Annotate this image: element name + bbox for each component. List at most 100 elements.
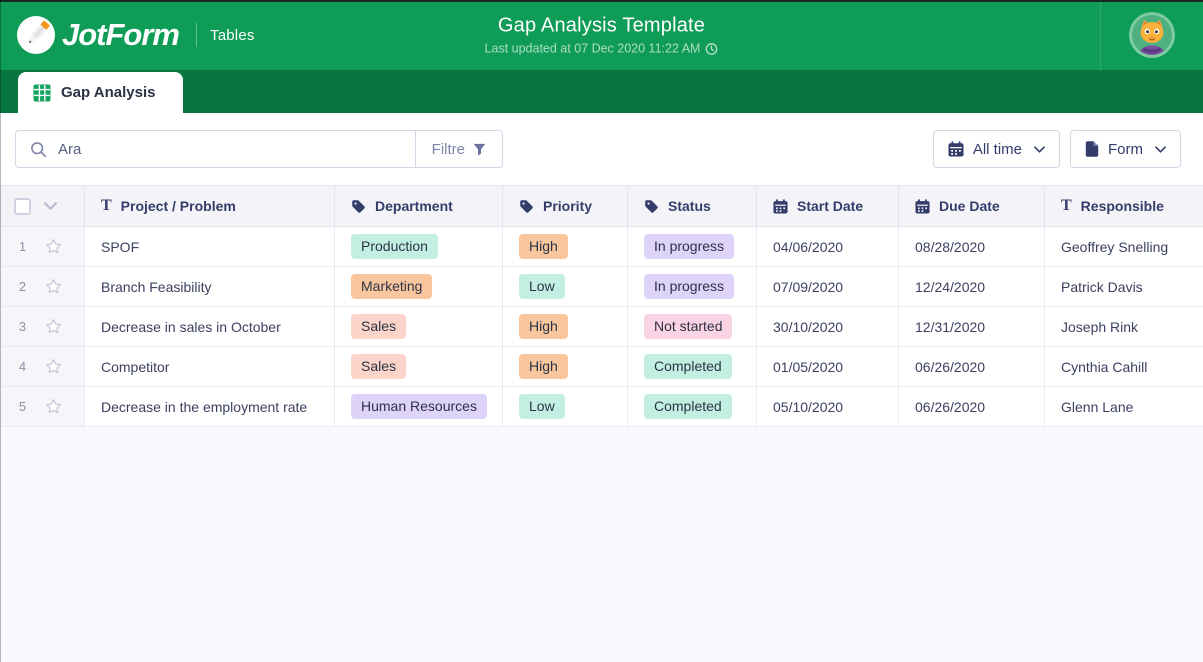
star-icon[interactable]: [44, 317, 63, 336]
text-type-icon: T: [1061, 197, 1072, 214]
column-header-status[interactable]: Status: [628, 186, 757, 226]
responsible-cell-text: Patrick Davis: [1061, 278, 1143, 295]
gap-analysis-table: T Project / Problem Department Priority: [0, 185, 1203, 427]
responsible-cell[interactable]: Cynthia Cahill: [1045, 347, 1203, 386]
row-select-cell: 3: [0, 307, 85, 346]
last-updated: Last updated at 07 Dec 2020 11:22 AM: [352, 42, 852, 56]
department-cell-pill: Production: [351, 234, 438, 259]
status-cell[interactable]: In progress: [628, 267, 757, 306]
due-date-cell[interactable]: 06/26/2020: [899, 347, 1045, 386]
table-row: 2 Branch Feasibility Marketing Low In progre…: [0, 267, 1203, 307]
calendar-icon: [773, 198, 788, 214]
project-cell[interactable]: Decrease in the employment rate: [85, 387, 335, 426]
department-cell[interactable]: Sales: [335, 347, 503, 386]
responsible-cell[interactable]: Glenn Lane: [1045, 387, 1203, 426]
start-date-cell-text: 07/09/2020: [773, 278, 844, 295]
priority-cell[interactable]: Low: [503, 387, 628, 426]
product-name: Tables: [210, 26, 255, 44]
row-select-cell: 2: [0, 267, 85, 306]
responsible-cell-text: Geoffrey Snelling: [1061, 238, 1169, 255]
project-cell-text: Competitor: [101, 358, 170, 375]
tab-strip: Gap Analysis: [0, 70, 1203, 113]
project-cell[interactable]: SPOF: [85, 227, 335, 266]
filter-label: Filtre: [431, 140, 465, 158]
filter-button[interactable]: Filtre: [414, 131, 502, 167]
star-icon[interactable]: [44, 277, 63, 296]
calendar-icon: [948, 141, 964, 157]
filter-funnel-icon: [473, 143, 486, 156]
page-title: Gap Analysis Template: [497, 14, 706, 37]
user-avatar[interactable]: [1129, 12, 1175, 58]
last-updated-text: Last updated at 07 Dec 2020 11:22 AM: [484, 41, 701, 56]
column-header-project[interactable]: T Project / Problem: [85, 186, 335, 226]
project-cell-text: SPOF: [101, 238, 140, 255]
priority-cell-pill: High: [519, 314, 568, 339]
start-date-cell[interactable]: 05/10/2020: [757, 387, 899, 426]
toolbar: Filtre Al: [0, 113, 1203, 185]
project-cell[interactable]: Branch Feasibility: [85, 267, 335, 306]
priority-cell[interactable]: High: [503, 227, 628, 266]
status-cell-pill: In progress: [644, 234, 735, 259]
department-cell-pill: Human Resources: [351, 394, 487, 419]
priority-cell[interactable]: High: [503, 307, 628, 346]
due-date-cell[interactable]: 08/28/2020: [899, 227, 1045, 266]
start-date-cell[interactable]: 07/09/2020: [757, 267, 899, 306]
form-dropdown[interactable]: Form: [1070, 130, 1181, 168]
select-all-checkbox[interactable]: [14, 197, 31, 215]
start-date-cell-text: 05/10/2020: [773, 398, 844, 415]
star-icon[interactable]: [44, 397, 63, 416]
due-date-cell-text: 08/28/2020: [915, 238, 986, 255]
project-cell[interactable]: Competitor: [85, 347, 335, 386]
column-header-start-date[interactable]: Start Date: [757, 186, 899, 226]
status-cell-pill: Completed: [644, 354, 732, 379]
window-edge: [0, 0, 1203, 2]
jotform-logo[interactable]: JotForm: [17, 16, 183, 54]
status-cell[interactable]: Completed: [628, 347, 757, 386]
department-cell[interactable]: Marketing: [335, 267, 503, 306]
due-date-cell-text: 06/26/2020: [915, 358, 986, 375]
search-input[interactable]: [58, 140, 401, 158]
project-cell-text: Branch Feasibility: [101, 278, 212, 295]
start-date-cell[interactable]: 30/10/2020: [757, 307, 899, 346]
app-header: JotForm Tables Gap Analysis Template Las…: [0, 0, 1203, 70]
responsible-cell[interactable]: Geoffrey Snelling: [1045, 227, 1203, 266]
column-header-priority[interactable]: Priority: [503, 186, 628, 226]
priority-cell-pill: Low: [519, 274, 565, 299]
column-header-due-date[interactable]: Due Date: [899, 186, 1045, 226]
project-cell[interactable]: Decrease in sales in October: [85, 307, 335, 346]
start-date-cell[interactable]: 04/06/2020: [757, 227, 899, 266]
status-cell[interactable]: Completed: [628, 387, 757, 426]
status-cell-pill: Not started: [644, 314, 733, 339]
responsible-cell[interactable]: Patrick Davis: [1045, 267, 1203, 306]
department-cell[interactable]: Production: [335, 227, 503, 266]
toolbar-right: All time Form: [932, 130, 1181, 168]
select-menu-chevron-icon[interactable]: [44, 202, 57, 210]
column-header-department[interactable]: Department: [335, 186, 503, 226]
due-date-cell[interactable]: 06/26/2020: [899, 387, 1045, 426]
table-header-row: T Project / Problem Department Priority: [0, 185, 1203, 227]
priority-cell-pill: Low: [519, 394, 565, 419]
priority-cell[interactable]: High: [503, 347, 628, 386]
tab-gap-analysis[interactable]: Gap Analysis: [18, 72, 184, 113]
table-grid-icon: [33, 84, 51, 102]
responsible-cell-text: Joseph Rink: [1061, 318, 1139, 335]
status-cell[interactable]: Not started: [628, 307, 757, 346]
table-row: 3 Decrease in sales in October Sales High No…: [0, 307, 1203, 347]
star-icon[interactable]: [44, 357, 63, 376]
department-cell-pill: Marketing: [351, 274, 433, 299]
due-date-cell[interactable]: 12/31/2020: [899, 307, 1045, 346]
column-header-responsible[interactable]: T Responsible: [1061, 197, 1164, 215]
due-date-cell[interactable]: 12/24/2020: [899, 267, 1045, 306]
row-select-cell: 5: [0, 387, 85, 426]
department-cell[interactable]: Sales: [335, 307, 503, 346]
priority-cell[interactable]: Low: [503, 267, 628, 306]
status-cell[interactable]: In progress: [628, 227, 757, 266]
responsible-cell[interactable]: Joseph Rink: [1045, 307, 1203, 346]
row-select-cell: 1: [0, 227, 85, 266]
department-cell[interactable]: Human Resources: [335, 387, 503, 426]
document-icon: [1085, 141, 1099, 157]
all-time-dropdown[interactable]: All time: [932, 130, 1060, 168]
star-icon[interactable]: [44, 237, 63, 256]
start-date-cell[interactable]: 01/05/2020: [757, 347, 899, 386]
